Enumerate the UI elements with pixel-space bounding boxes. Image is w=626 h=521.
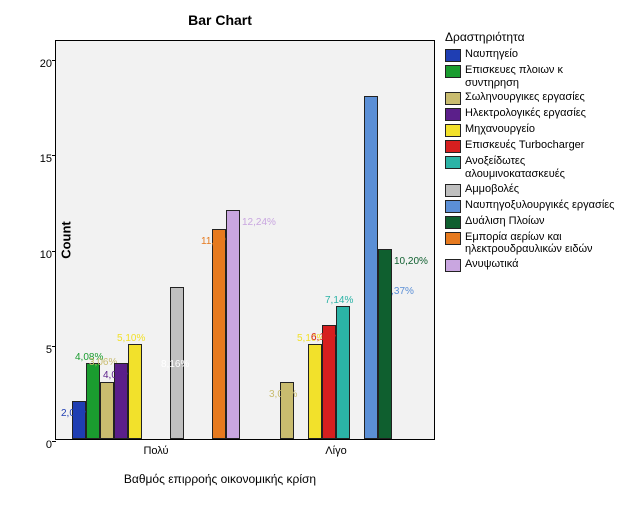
- bar-value-label: 7,14%: [325, 296, 353, 306]
- legend-label: Ανοξείδωτες αλουμινοκατασκευές: [465, 155, 620, 180]
- bar: [128, 344, 142, 439]
- legend-label: Επισκευες πλοιων κ συντηρηση: [465, 64, 620, 89]
- legend-item: Επισκευες πλοιων κ συντηρηση: [445, 64, 620, 89]
- legend-item: Σωληνουργικες εργασίες: [445, 91, 620, 105]
- legend-item: Ανοξείδωτες αλουμινοκατασκευές: [445, 155, 620, 180]
- bar: [364, 96, 378, 439]
- bar: [170, 287, 184, 439]
- legend-item: Αμμοβολές: [445, 183, 620, 197]
- legend-item: Ναυπηγοξυλουργικές εργασίες: [445, 199, 620, 213]
- legend-label: Δυάλιση Πλοίων: [465, 215, 620, 228]
- plot-area: Count 05101520ΠολύΛίγο2,04%4,08%3,06%4,0…: [55, 40, 435, 440]
- legend-item: Ναυπηγείο: [445, 48, 620, 62]
- bar: [226, 210, 240, 439]
- legend-swatch: [445, 140, 461, 153]
- legend-swatch: [445, 65, 461, 78]
- legend-label: Ναυπηγοξυλουργικές εργασίες: [465, 199, 620, 212]
- bar-value-label: 4,08%: [75, 353, 103, 363]
- legend-swatch: [445, 92, 461, 105]
- legend: Δραστηριότητα Ναυπηγείο Επισκευες πλοιων …: [445, 30, 620, 274]
- legend-swatch: [445, 108, 461, 121]
- bar-value-label: 10,20%: [394, 257, 428, 267]
- bar: [378, 249, 392, 439]
- bar: [100, 382, 114, 439]
- y-axis-label: Count: [59, 221, 74, 259]
- legend-swatch: [445, 49, 461, 62]
- bar: [280, 382, 294, 439]
- bar: [72, 401, 86, 439]
- legend-item: Επισκευές Turbocharger: [445, 139, 620, 153]
- legend-label: Μηχανουργείο: [465, 123, 620, 136]
- legend-item: Δυάλιση Πλοίων: [445, 215, 620, 229]
- x-tick-label: Πολύ: [143, 439, 168, 457]
- bar: [322, 325, 336, 439]
- bar: [308, 344, 322, 439]
- legend-label: Επισκευές Turbocharger: [465, 139, 620, 152]
- legend-swatch: [445, 259, 461, 272]
- y-tick-label: 20: [40, 58, 52, 70]
- x-tick-label: Λίγο: [325, 439, 346, 457]
- legend-swatch: [445, 232, 461, 245]
- legend-item: Ηλεκτρολογικές εργασίες: [445, 107, 620, 121]
- legend-item: Εμπορία αερίων και ηλεκτρουδραυλικών ειδ…: [445, 231, 620, 256]
- legend-label: Σωληνουργικες εργασίες: [465, 91, 620, 104]
- legend-label: Ναυπηγείο: [465, 48, 620, 61]
- y-tick-label: 15: [40, 153, 52, 165]
- chart-title: Bar Chart: [0, 12, 440, 28]
- bar-value-label: 12,24%: [242, 218, 276, 228]
- legend-swatch: [445, 200, 461, 213]
- bar: [336, 306, 350, 439]
- legend-label: Ανυψωτικά: [465, 258, 620, 271]
- bar: [86, 363, 100, 439]
- y-tick-label: 10: [40, 249, 52, 261]
- bar: [114, 363, 128, 439]
- legend-swatch: [445, 124, 461, 137]
- legend-title: Δραστηριότητα: [445, 30, 620, 44]
- bar-value-label: 5,10%: [117, 334, 145, 344]
- legend-item: Μηχανουργείο: [445, 123, 620, 137]
- bar: [212, 229, 226, 439]
- x-axis-label: Βαθμός επιρροής οικονομικής κρίση: [0, 472, 440, 486]
- legend-item: Ανυψωτικά: [445, 258, 620, 272]
- legend-label: Αμμοβολές: [465, 183, 620, 196]
- legend-label: Ηλεκτρολογικές εργασίες: [465, 107, 620, 120]
- legend-label: Εμπορία αερίων και ηλεκτρουδραυλικών ειδ…: [465, 231, 620, 256]
- legend-swatch: [445, 156, 461, 169]
- legend-swatch: [445, 184, 461, 197]
- chart-container: Bar Chart Count 05101520ΠολύΛίγο2,04%4,0…: [0, 0, 626, 521]
- legend-swatch: [445, 216, 461, 229]
